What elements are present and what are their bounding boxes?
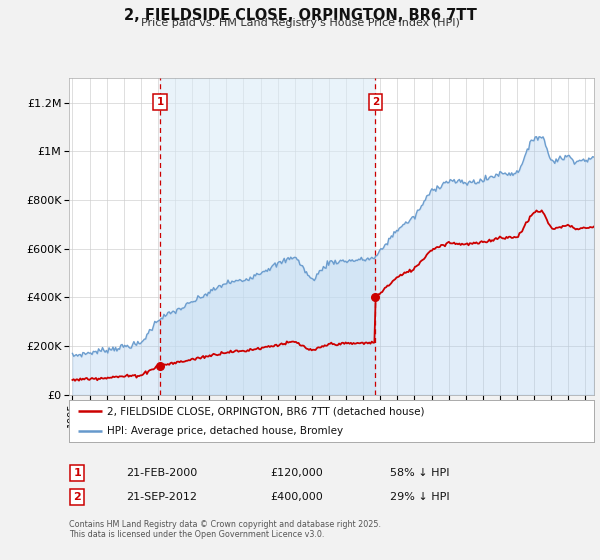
Text: 58% ↓ HPI: 58% ↓ HPI xyxy=(390,468,449,478)
Text: 1: 1 xyxy=(74,468,81,478)
Text: 21-SEP-2012: 21-SEP-2012 xyxy=(126,492,197,502)
Text: HPI: Average price, detached house, Bromley: HPI: Average price, detached house, Brom… xyxy=(107,426,343,436)
Text: 1: 1 xyxy=(157,97,164,107)
Text: Contains HM Land Registry data © Crown copyright and database right 2025.
This d: Contains HM Land Registry data © Crown c… xyxy=(69,520,381,539)
Text: 29% ↓ HPI: 29% ↓ HPI xyxy=(390,492,449,502)
Text: 2, FIELDSIDE CLOSE, ORPINGTON, BR6 7TT (detached house): 2, FIELDSIDE CLOSE, ORPINGTON, BR6 7TT (… xyxy=(107,407,424,416)
Text: £120,000: £120,000 xyxy=(270,468,323,478)
Text: £400,000: £400,000 xyxy=(270,492,323,502)
Text: 2: 2 xyxy=(74,492,81,502)
Text: 2: 2 xyxy=(372,97,379,107)
Text: Price paid vs. HM Land Registry's House Price Index (HPI): Price paid vs. HM Land Registry's House … xyxy=(140,18,460,29)
Text: 2, FIELDSIDE CLOSE, ORPINGTON, BR6 7TT: 2, FIELDSIDE CLOSE, ORPINGTON, BR6 7TT xyxy=(124,8,476,24)
Text: 21-FEB-2000: 21-FEB-2000 xyxy=(126,468,197,478)
Bar xyxy=(160,78,376,395)
